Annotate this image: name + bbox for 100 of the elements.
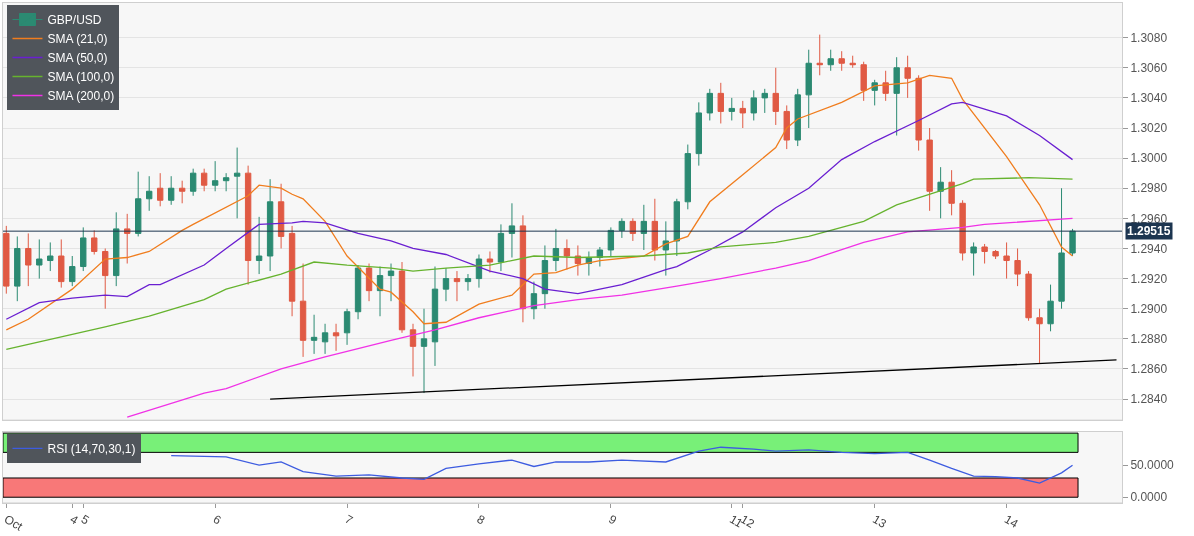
candlestick [1058,187,1065,310]
candlestick [948,169,955,216]
candlestick [706,88,713,121]
candlestick [200,168,208,192]
legend-label: SMA (100,0) [47,70,115,85]
candlestick [36,238,43,280]
candlestick [915,74,922,152]
candlestick [717,82,724,124]
line-series [126,217,1074,418]
candlestick [684,144,691,210]
candlestick [761,88,768,114]
candlestick [387,263,395,302]
candlestick [926,127,933,212]
y-tick-label: 1.2860 [1130,362,1168,377]
candlestick [310,314,318,355]
y-tick-label: 1.2920 [1130,271,1168,286]
candlestick [47,241,54,272]
y-tick-label: 1.2980 [1130,181,1168,196]
candlestick [431,266,439,367]
candlestick [1003,241,1010,280]
candlestick [904,55,911,99]
x-tick-label: 13 [870,512,890,532]
candlestick [146,175,153,212]
candlestick [937,166,944,219]
candlestick [486,250,494,274]
candlestick [365,263,373,302]
x-tick-label: 8 [474,512,488,528]
candlestick [827,49,834,72]
legend-label: SMA (200,0) [47,89,115,104]
candlestick [255,216,263,275]
x-tick-label: 14 [1002,512,1021,532]
y-tick-label: 0.0000 [1130,490,1168,505]
candlestick [673,198,681,257]
candlestick [376,266,384,317]
y-tick-label: 1.3080 [1130,30,1168,45]
candlestick [167,175,175,206]
candlestick [497,223,505,272]
candlestick [662,220,670,277]
candlestick [233,147,241,219]
candlestick [409,323,417,377]
candlestick [124,213,131,265]
x-tick-label: 7 [342,512,356,528]
candlestick [849,55,856,69]
candlestick [563,238,571,271]
candlestick [794,88,801,147]
legend-label: SMA (50,0) [47,51,108,66]
candlestick [728,97,735,121]
candlestick [80,226,87,272]
candlestick [189,168,197,197]
y-tick-label: 1.2900 [1130,301,1168,316]
candlestick [838,50,845,72]
candlestick [420,308,428,394]
candlestick [618,217,626,239]
candlestick [1069,228,1076,257]
x-tick-label: 6 [210,512,224,528]
y-tick-label: 1.2940 [1130,241,1168,256]
legend-label: RSI (14,70,30,1) [47,442,136,457]
candlestick [816,34,823,76]
candlestick [354,264,362,320]
candlestick [299,263,307,358]
candlestick [1036,308,1043,364]
candlestick [453,270,461,302]
candlestick [552,228,560,272]
candlestick [541,244,549,310]
line-series [5,177,1074,351]
candlestick [1014,247,1021,287]
candlestick [805,49,812,129]
candlestick [783,104,790,150]
legend-label: SMA (21,0) [47,32,108,47]
y-tick-label: 1.3060 [1130,60,1168,75]
candlestick [772,67,779,126]
candlestick [1025,270,1032,322]
y-tick-label: 1.3020 [1130,121,1168,136]
y-tick-label: 50.0000 [1130,458,1175,473]
candlestick [91,229,98,255]
candlestick [102,247,109,310]
candlestick [222,172,230,192]
candlestick [607,226,615,257]
candlestick [970,241,977,277]
candlestick [14,235,21,302]
y-tick-label: 1.2880 [1130,332,1168,347]
y-tick-label: 1.3040 [1130,91,1168,106]
candlestick [959,199,966,262]
candlestick [1047,284,1054,332]
candlestick [135,171,142,237]
y-tick-label: 1.2960 [1130,211,1168,226]
candlestick [156,172,164,207]
candlestick [266,178,274,272]
candlestick [519,214,527,323]
candlestick [629,217,637,242]
x-tick-label: 5 [78,512,92,528]
candlestick [211,160,219,192]
legend-label: GBP/USD [47,13,102,28]
x-tick-label: Oct [1,512,26,534]
candlestick [442,267,450,302]
candlestick [25,232,32,287]
candlestick [343,308,351,346]
candlestick [695,101,702,167]
line-series [170,446,1074,484]
candlestick [69,255,76,287]
